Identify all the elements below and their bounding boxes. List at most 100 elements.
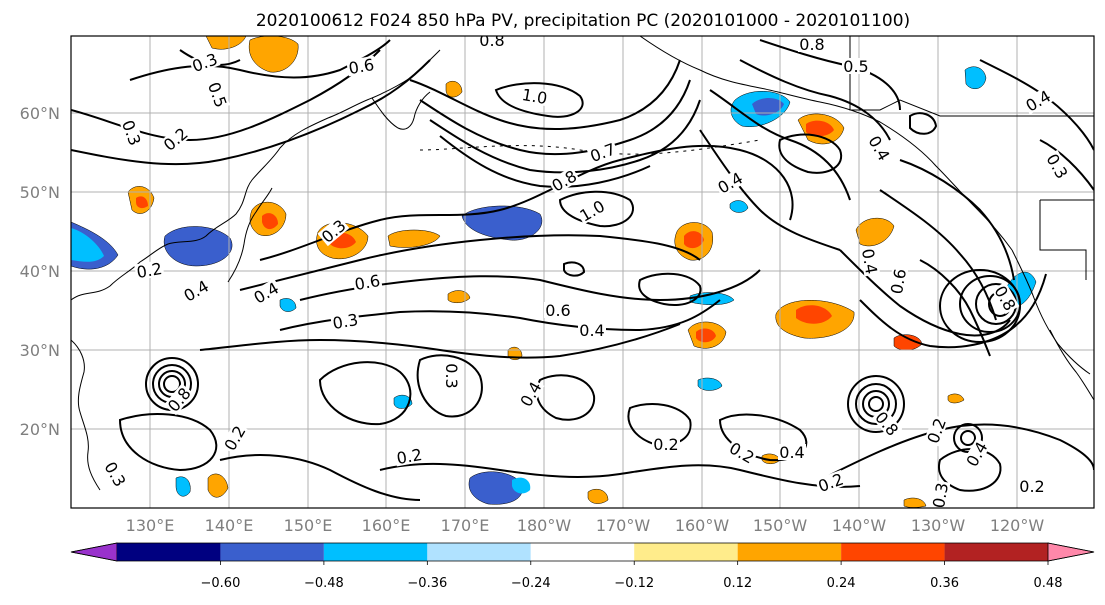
pv-contour: [960, 430, 976, 446]
pv-contour: [919, 259, 991, 357]
contour-label: 0.3: [442, 363, 461, 388]
colorbar-tick-label: −0.24: [511, 576, 551, 591]
shade-negative: [163, 226, 233, 267]
contour-label: 0.8: [799, 35, 824, 54]
contour-label-bg: [725, 438, 759, 467]
shade-positive: [796, 305, 832, 324]
colorbar-tick-label: −0.48: [304, 576, 344, 591]
contour-label: 0.2: [395, 445, 423, 468]
contour-label-bg: [119, 116, 145, 149]
graticule: [71, 36, 1094, 508]
contour-label-bg: [929, 480, 951, 508]
contour-label-bg: [544, 302, 572, 318]
colorbar-tick-labels: −0.60 −0.48 −0.36 −0.24 −0.12 0.12 0.24 0.36 0.4…: [201, 576, 1063, 591]
pv-contour: [563, 261, 586, 277]
colorbar-bin: [323, 543, 428, 561]
pv-contour: [879, 189, 997, 321]
pv-contour: [638, 272, 702, 306]
colorbar-tick-label: 0.36: [930, 576, 959, 591]
contour-label-bg: [519, 85, 550, 107]
shade-positive: [136, 196, 148, 209]
contour-label-bg: [352, 271, 383, 293]
pv-contour: [494, 82, 584, 118]
contour-label-bg: [798, 36, 826, 52]
longitude-tick-label: 140°E: [205, 516, 254, 535]
longitude-tick-label: 150°E: [284, 516, 333, 535]
contour-label-bg: [163, 383, 195, 416]
longitude-tick-label: 160°E: [362, 516, 411, 535]
colorbar-bin: [634, 543, 738, 561]
shade-positive: [387, 229, 441, 248]
latitude-tick-label: 60°N: [20, 104, 60, 123]
contour-label-bg: [652, 436, 680, 452]
shade-negative: [71, 228, 104, 262]
shade-positive: [855, 218, 895, 247]
shade-positive: [587, 489, 609, 504]
contour-label-bg: [871, 407, 903, 440]
border-canada: [849, 36, 1094, 117]
pv-contour: [439, 135, 651, 188]
contour-label-bg: [586, 139, 619, 165]
pv-contour: [819, 423, 1094, 481]
contour-label: 0.3: [929, 481, 952, 509]
map-content: 0.30.50.8 0.80.6 0.50.40.3 0.21.00.70.81.00…: [71, 35, 1094, 509]
colorbar-tick-label: 0.48: [1034, 576, 1063, 591]
shade-positive: [445, 81, 463, 98]
contour-label-bg: [962, 437, 991, 471]
contour-label-bg: [713, 168, 747, 197]
contour-label-bg: [394, 445, 425, 467]
contour-label-bg: [1021, 86, 1055, 115]
pv-contour: [699, 129, 841, 251]
shade-positive: [262, 213, 278, 230]
colorbar-bin: [944, 543, 1048, 561]
contour-label: 0.2: [1019, 477, 1044, 496]
contour-label: 0.4: [779, 443, 804, 462]
pv-contour: [163, 375, 181, 393]
pv-contour: [855, 383, 897, 425]
coastline-asia-south: [71, 339, 101, 491]
pv-contour: [847, 375, 905, 433]
latitude-tick-label: 40°N: [20, 262, 60, 281]
shade-negative: [279, 298, 297, 312]
contour-label-bg: [991, 281, 1020, 315]
colorbar-tick-label: 0.24: [827, 576, 856, 591]
pv-contour: [419, 79, 691, 156]
border-state: [1039, 200, 1087, 280]
longitude-tick-label: 180°W: [517, 516, 572, 535]
longitude-tick-label: 160°W: [675, 516, 730, 535]
pv-contour: [118, 413, 218, 472]
contour-label-bg: [101, 457, 130, 491]
contour-label-bg: [923, 414, 949, 447]
coastline-north-america: [1011, 249, 1091, 375]
latitude-tick-label: 30°N: [20, 341, 60, 360]
pv-contour: [379, 462, 861, 488]
contour-label: 0.6: [347, 55, 375, 78]
colorbar-outline: [70, 542, 1095, 562]
pv-contour: [899, 159, 1015, 281]
pv-contour: [416, 354, 483, 418]
contour-label: 0.2: [135, 259, 163, 282]
pv-contour: [219, 454, 421, 501]
longitude-tick-label: 150°W: [753, 516, 808, 535]
coastline-japan: [227, 187, 273, 283]
pv-contour: [535, 374, 596, 421]
pv-contour: [71, 59, 431, 166]
latitude-tick-label: 50°N: [20, 183, 60, 202]
contour-label-bg: [249, 278, 283, 307]
contour-label-bg: [179, 276, 213, 305]
latitude-labels: 20°N 30°N 40°N 50°N 60°N: [20, 104, 60, 439]
shade-positive: [806, 120, 834, 137]
colorbar-bin: [737, 543, 842, 561]
contour-label-bg: [220, 421, 249, 455]
colorbar-tick-label: −0.60: [201, 576, 241, 591]
contour-label-bg: [317, 215, 350, 247]
contour-label-bg: [814, 469, 847, 495]
pv-contour: [839, 249, 1011, 337]
contour-label-bg: [1043, 149, 1072, 183]
longitude-tick-label: 130°W: [911, 516, 966, 535]
shade-negative: [729, 200, 749, 213]
contour-label-bg: [1018, 478, 1046, 494]
contour-label-bg: [842, 58, 870, 74]
pv-contour: [909, 112, 938, 135]
colorbar-bin: [841, 543, 945, 561]
